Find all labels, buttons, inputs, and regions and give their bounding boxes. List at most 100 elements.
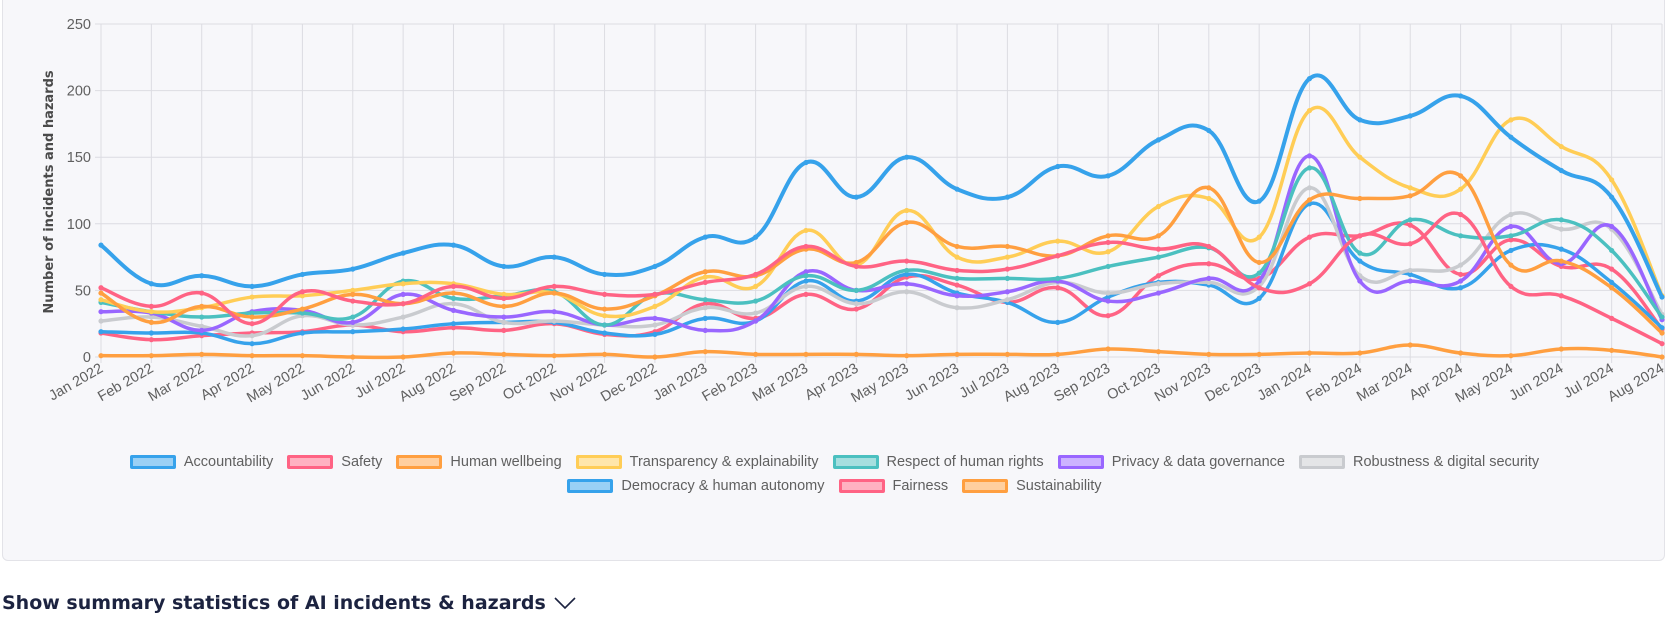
legend-item-sustainability[interactable]: Sustainability [962,478,1102,494]
data-point[interactable] [450,290,457,296]
data-point[interactable] [702,234,708,240]
data-point[interactable] [1407,342,1413,348]
data-point[interactable] [1609,194,1615,200]
data-point[interactable] [1155,203,1162,210]
data-point[interactable] [1105,173,1111,179]
data-point[interactable] [1206,279,1212,286]
data-point[interactable] [400,326,406,332]
data-point[interactable] [652,331,658,337]
data-point[interactable] [1558,217,1564,223]
data-point[interactable] [299,310,306,316]
data-point[interactable] [199,351,205,357]
data-point[interactable] [1508,237,1514,243]
data-point[interactable] [1558,167,1564,174]
data-point[interactable] [1508,223,1514,230]
data-point[interactable] [98,353,104,359]
data-point[interactable] [1155,254,1162,260]
data-point[interactable] [1609,285,1615,291]
data-point[interactable] [803,269,809,275]
data-point[interactable] [148,319,154,325]
data-point[interactable] [1004,275,1010,282]
data-point[interactable] [803,351,809,357]
data-point[interactable] [501,291,507,297]
data-point[interactable] [1105,294,1111,300]
data-point[interactable] [1508,283,1514,290]
data-point[interactable] [501,314,507,320]
data-point[interactable] [148,281,154,287]
data-point[interactable] [601,306,608,312]
data-point[interactable] [1055,253,1061,259]
data-point[interactable] [1457,173,1464,179]
data-point[interactable] [803,273,809,279]
data-point[interactable] [400,291,406,297]
data-point[interactable] [1306,76,1313,82]
data-point[interactable] [1357,278,1363,284]
data-point[interactable] [1105,263,1111,270]
data-point[interactable] [702,274,708,280]
data-point[interactable] [803,243,809,250]
data-point[interactable] [652,315,658,321]
data-point[interactable] [1609,315,1615,321]
data-point[interactable] [350,291,356,297]
data-point[interactable] [98,297,104,303]
data-point[interactable] [853,259,859,266]
data-point[interactable] [1256,198,1262,204]
data-point[interactable] [601,271,608,278]
data-point[interactable] [1457,93,1464,99]
legend-item-accountability[interactable]: Accountability [129,454,273,470]
data-point[interactable] [501,303,507,309]
data-point[interactable] [551,353,557,359]
data-point[interactable] [1609,177,1615,183]
data-point[interactable] [1055,285,1061,291]
data-point[interactable] [652,263,658,270]
data-point[interactable] [299,353,306,359]
data-point[interactable] [1457,271,1464,278]
data-point[interactable] [702,315,708,321]
data-point[interactable] [803,227,809,234]
legend-item-human-wellbeing[interactable]: Human wellbeing [396,454,562,470]
data-point[interactable] [1105,313,1111,319]
data-point[interactable] [450,242,457,248]
data-point[interactable] [1105,233,1111,239]
data-point[interactable] [601,313,608,319]
data-point[interactable] [199,323,205,329]
data-point[interactable] [954,305,960,311]
data-point[interactable] [1659,330,1665,336]
data-point[interactable] [299,293,306,299]
data-point[interactable] [1558,293,1564,299]
data-point[interactable] [853,351,859,357]
data-point[interactable] [1306,165,1313,171]
data-point[interactable] [551,309,557,315]
data-point[interactable] [299,306,306,312]
data-point[interactable] [1004,194,1010,200]
data-point[interactable] [1256,278,1262,284]
data-point[interactable] [1407,217,1413,223]
data-point[interactable] [501,327,507,333]
data-point[interactable] [1558,246,1564,252]
data-point[interactable] [1256,234,1262,240]
data-point[interactable] [98,290,104,296]
data-point[interactable] [853,287,859,293]
data-point[interactable] [1457,350,1464,356]
data-point[interactable] [1206,127,1212,134]
data-point[interactable] [1004,289,1010,295]
data-point[interactable] [853,194,859,200]
data-point[interactable] [1407,222,1413,228]
data-point[interactable] [1256,259,1262,266]
data-point[interactable] [904,207,910,214]
data-point[interactable] [904,271,910,278]
data-point[interactable] [652,303,658,309]
data-point[interactable] [501,295,507,301]
data-point[interactable] [98,329,104,335]
data-point[interactable] [652,322,658,328]
data-point[interactable] [702,349,708,355]
data-point[interactable] [1609,347,1615,353]
data-point[interactable] [1306,153,1313,159]
data-point[interactable] [1508,134,1514,140]
data-point[interactable] [98,318,104,324]
data-point[interactable] [299,330,306,336]
data-point[interactable] [1357,233,1363,239]
data-point[interactable] [1357,117,1363,123]
data-point[interactable] [1055,275,1061,282]
data-point[interactable] [1004,254,1010,260]
